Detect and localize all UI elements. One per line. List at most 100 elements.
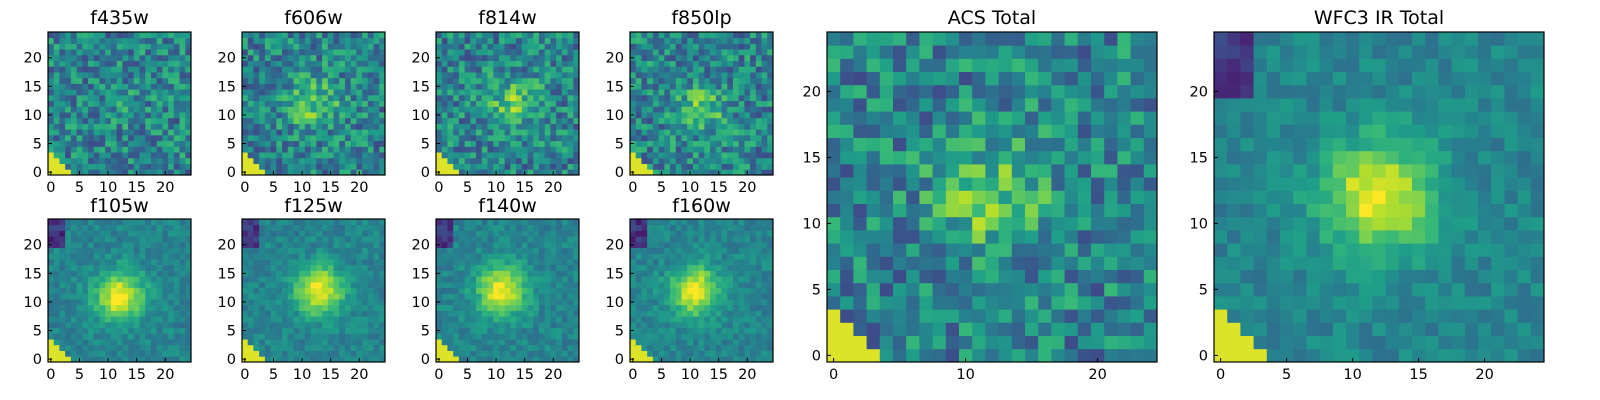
heatmap-cell xyxy=(70,146,77,153)
heatmap-cell xyxy=(185,281,192,289)
heatmap-cell xyxy=(339,77,346,84)
heatmap-cell xyxy=(362,54,369,61)
heatmap-cell xyxy=(99,43,106,50)
x-tick-label: 10 xyxy=(293,180,311,196)
heatmap-cell xyxy=(670,117,677,124)
heatmap-cell xyxy=(652,327,659,334)
heatmap-cell xyxy=(681,339,688,346)
heatmap-cell xyxy=(744,106,751,113)
heatmap-cell xyxy=(476,224,483,231)
heatmap-cell xyxy=(470,316,477,323)
heatmap-cell xyxy=(652,106,659,113)
heatmap-cell xyxy=(550,293,557,300)
heatmap-cell xyxy=(755,316,762,323)
heatmap-cell xyxy=(322,230,329,237)
heatmap-cell xyxy=(350,54,357,61)
heatmap-cell xyxy=(561,259,568,266)
heatmap-cell xyxy=(287,152,294,159)
heatmap-cell xyxy=(173,89,180,96)
heatmap-cell xyxy=(498,344,506,351)
heatmap-cell xyxy=(641,310,648,317)
heatmap-cell xyxy=(179,146,186,153)
heatmap-cell xyxy=(464,100,471,107)
heatmap-cell xyxy=(476,49,483,56)
heatmap-cell xyxy=(658,140,665,147)
heatmap-cell xyxy=(139,344,146,351)
heatmap-cell xyxy=(59,316,66,323)
heatmap-cell xyxy=(544,94,551,102)
heatmap-cell xyxy=(687,54,694,61)
heatmap-cell xyxy=(82,356,89,363)
heatmap-cell xyxy=(721,350,728,357)
heatmap-cell xyxy=(322,321,329,329)
heatmap-cell xyxy=(453,83,460,90)
heatmap-cell xyxy=(53,253,60,260)
heatmap-cell xyxy=(264,333,271,340)
heatmap-cell xyxy=(538,152,546,159)
heatmap-cell xyxy=(447,247,454,254)
heatmap-cell xyxy=(139,304,146,311)
heatmap-cell xyxy=(379,152,386,159)
heatmap-cell xyxy=(110,224,118,231)
heatmap-cell xyxy=(179,100,186,107)
heatmap-cell xyxy=(692,54,700,61)
heatmap-cell xyxy=(139,66,146,73)
heatmap-cell xyxy=(470,259,477,266)
heatmap-cell xyxy=(48,129,55,136)
heatmap-cell xyxy=(316,299,323,306)
heatmap-cell xyxy=(521,49,528,56)
heatmap-cell xyxy=(635,264,642,271)
heatmap-cell xyxy=(538,37,546,44)
heatmap-cell xyxy=(276,224,283,231)
heatmap-cell xyxy=(122,247,129,254)
heatmap-cell xyxy=(350,339,357,346)
heatmap-cell xyxy=(122,219,129,226)
heatmap-cell xyxy=(744,54,751,61)
heatmap-cell xyxy=(561,129,568,136)
heatmap-cell xyxy=(287,169,294,176)
heatmap-cell xyxy=(521,117,528,124)
heatmap-cell xyxy=(344,117,352,124)
heatmap-cell xyxy=(333,293,340,300)
heatmap-cell xyxy=(533,270,540,277)
heatmap-cell xyxy=(681,106,688,113)
heatmap-cell xyxy=(293,129,300,136)
heatmap-cell xyxy=(533,117,540,124)
panel-title: f160w xyxy=(672,195,731,217)
heatmap-cell xyxy=(116,344,123,351)
heatmap-cell xyxy=(316,89,323,96)
heatmap-cell xyxy=(647,304,654,311)
heatmap-cell xyxy=(287,281,294,289)
heatmap-cell xyxy=(470,146,477,153)
heatmap-cell xyxy=(470,356,477,363)
heatmap-cell xyxy=(464,264,471,271)
heatmap-cell xyxy=(316,339,323,346)
heatmap-cell xyxy=(567,32,574,39)
heatmap-cell xyxy=(116,264,123,271)
heatmap-cell xyxy=(567,339,574,346)
heatmap-cell xyxy=(253,123,260,130)
heatmap-cell xyxy=(253,43,260,50)
heatmap-cell xyxy=(139,117,146,124)
heatmap-cell xyxy=(162,117,169,124)
heatmap-cell xyxy=(264,230,271,237)
heatmap-cell xyxy=(635,350,642,357)
heatmap-cell xyxy=(698,100,705,107)
heatmap-cell xyxy=(715,146,722,153)
heatmap-cell xyxy=(110,310,118,317)
heatmap-cell xyxy=(527,253,534,260)
heatmap-cell xyxy=(88,140,95,147)
heatmap-cell xyxy=(379,43,386,50)
heatmap-cell xyxy=(327,152,334,159)
heatmap-cell xyxy=(116,100,123,107)
heatmap-cell xyxy=(493,146,500,153)
heatmap-cell xyxy=(76,72,83,79)
heatmap-cell xyxy=(293,157,300,164)
heatmap-cell xyxy=(339,293,346,300)
heatmap-cell xyxy=(670,94,677,102)
heatmap-cell xyxy=(293,281,300,289)
heatmap-cell xyxy=(310,60,317,67)
heatmap-cell xyxy=(367,350,374,357)
heatmap-cell xyxy=(59,117,66,124)
heatmap-cell xyxy=(276,287,283,294)
